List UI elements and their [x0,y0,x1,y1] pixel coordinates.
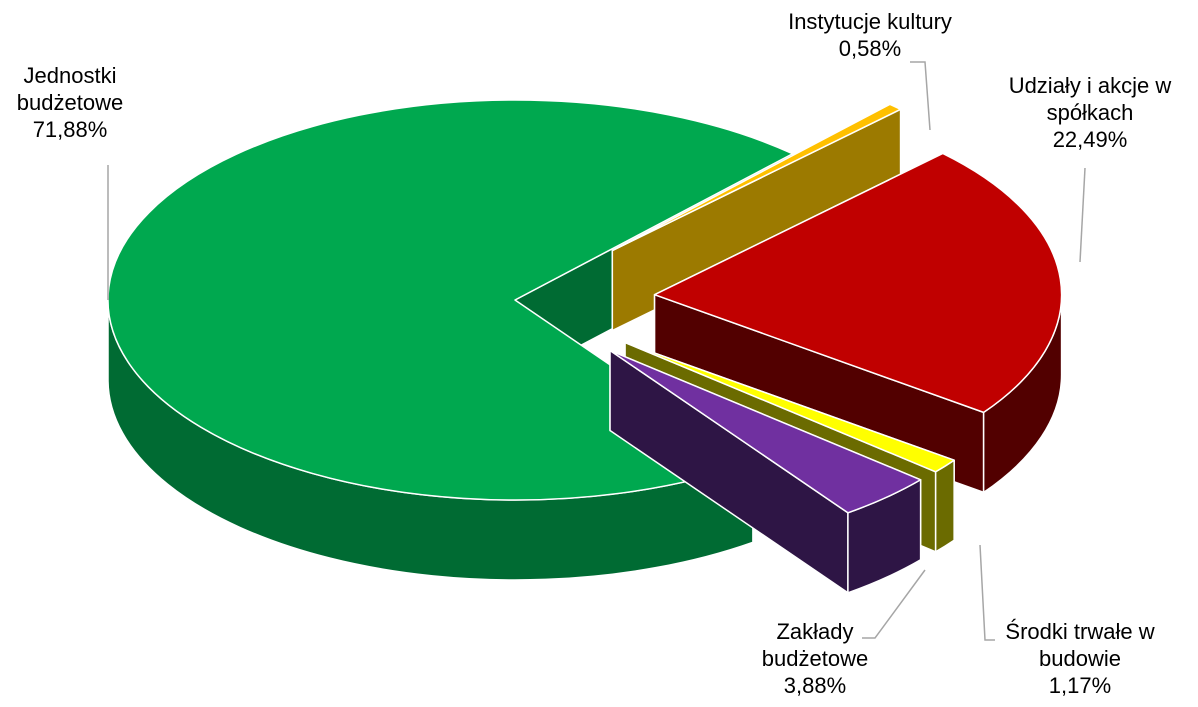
value-label: 71,88% [32,117,108,142]
slice [611,103,902,252]
data-label: Instytucje kultury 0,58% [755,8,985,62]
value-label: 0,58% [838,36,902,61]
category-label: Udziały i akcje w spółkach [1008,73,1172,125]
leader-line [862,569,926,639]
category-label: Środki trwałe w budowie [1005,619,1155,671]
value-label: 3,88% [783,673,847,698]
data-label: Udziały i akcje w spółkach 22,49% [988,72,1193,153]
category-label: Zakłady budżetowe [761,619,869,671]
leader-line [1079,167,1086,263]
slice [653,152,1063,414]
slice-outer-side [934,459,955,553]
leader-lines [107,61,1086,641]
leader-line [910,61,931,131]
slice [624,341,955,473]
slice [609,349,922,514]
category-label: Jednostki budżetowe [16,63,124,115]
data-label: Jednostki budżetowe 71,88% [0,62,140,143]
value-label: 22,49% [1052,127,1128,152]
data-label: Środki trwałe w budowie 1,17% [980,618,1180,699]
data-label: Zakłady budżetowe 3,88% [745,618,885,699]
slices [107,99,1063,594]
category-label: Instytucje kultury [788,9,952,34]
leader-line [979,544,995,641]
value-label: 1,17% [1048,673,1112,698]
